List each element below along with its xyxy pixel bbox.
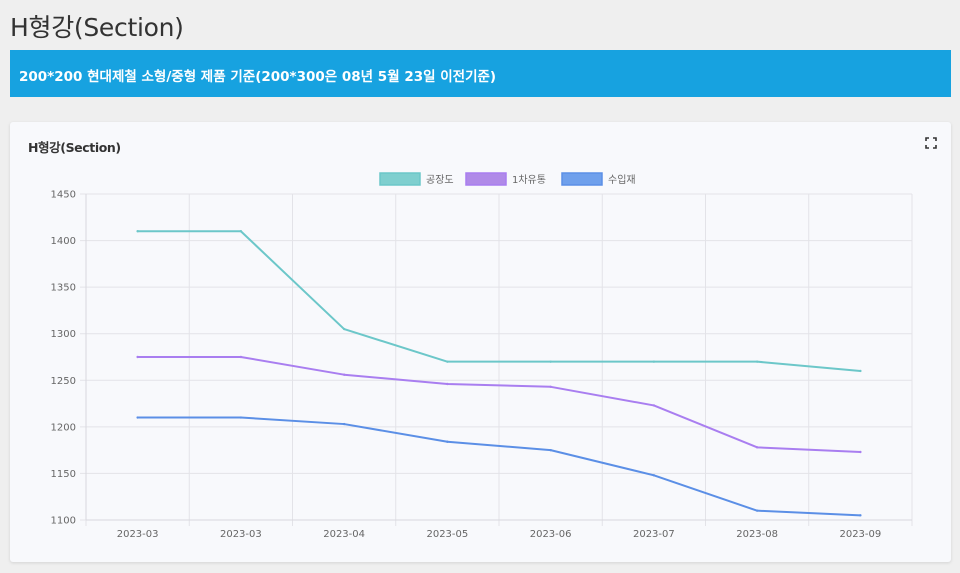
data-point <box>342 422 346 426</box>
data-point <box>859 450 862 454</box>
data-point <box>859 514 862 517</box>
data-point <box>446 440 449 443</box>
x-tick-label: 2023-04 <box>323 529 365 540</box>
series-line <box>137 230 861 372</box>
legend-label: 수입재 <box>608 173 636 186</box>
data-point <box>136 355 139 359</box>
legend-label: 공장도 <box>426 174 454 186</box>
x-tick-label: 2023-08 <box>736 529 778 540</box>
data-point <box>652 474 656 477</box>
y-tick-label: 1300 <box>51 329 76 340</box>
data-point <box>755 509 759 512</box>
data-point <box>342 327 346 331</box>
y-tick-label: 1250 <box>51 376 76 387</box>
page-title: H형강(Section) <box>10 13 184 42</box>
notice-banner: 200*200 현대제철 소형/중형 제품 기준(200*300은 08년 5월… <box>10 50 951 97</box>
data-point <box>239 416 243 419</box>
legend-swatch <box>561 172 603 186</box>
x-tick-label: 2023-03 <box>220 529 262 540</box>
series-line <box>137 356 861 454</box>
y-tick-label: 1150 <box>51 469 76 480</box>
y-tick-label: 1100 <box>51 516 76 527</box>
card-title: H형강(Section) <box>28 140 121 155</box>
legend-label: 1차유통 <box>512 174 546 186</box>
x-tick-label: 2023-07 <box>633 529 675 540</box>
x-tick-label: 2023-09 <box>839 529 881 540</box>
data-point <box>549 360 552 363</box>
data-point <box>549 385 552 389</box>
data-point <box>239 230 243 233</box>
data-point <box>755 446 759 449</box>
data-point <box>239 355 243 359</box>
data-point <box>136 230 139 233</box>
data-point <box>136 416 139 419</box>
line-chart: 1100 1150 1200 1250 1300 1350 1400 1450 2023-03 2… <box>51 172 913 540</box>
data-point <box>446 382 449 386</box>
data-point <box>755 360 759 363</box>
data-point <box>859 369 862 373</box>
y-tick-label: 1400 <box>51 236 76 247</box>
x-tick-label: 2023-06 <box>530 529 572 540</box>
chart-card: H형강(Section) 1100 1150 1200 1250 1300 1350 140… <box>10 122 951 562</box>
y-tick-label: 1450 <box>51 190 76 201</box>
x-tick-label: 2023-05 <box>426 529 468 540</box>
legend-swatch <box>379 172 421 186</box>
data-point <box>549 448 552 452</box>
y-tick-label: 1350 <box>51 283 76 294</box>
data-point <box>446 360 449 363</box>
fullscreen-icon[interactable] <box>925 137 937 149</box>
data-point <box>652 404 656 407</box>
series-line <box>137 416 861 517</box>
data-point <box>342 373 346 376</box>
y-tick-label: 1200 <box>51 422 76 433</box>
x-tick-label: 2023-03 <box>117 529 159 540</box>
legend-swatch <box>465 172 507 186</box>
data-point <box>652 360 656 363</box>
